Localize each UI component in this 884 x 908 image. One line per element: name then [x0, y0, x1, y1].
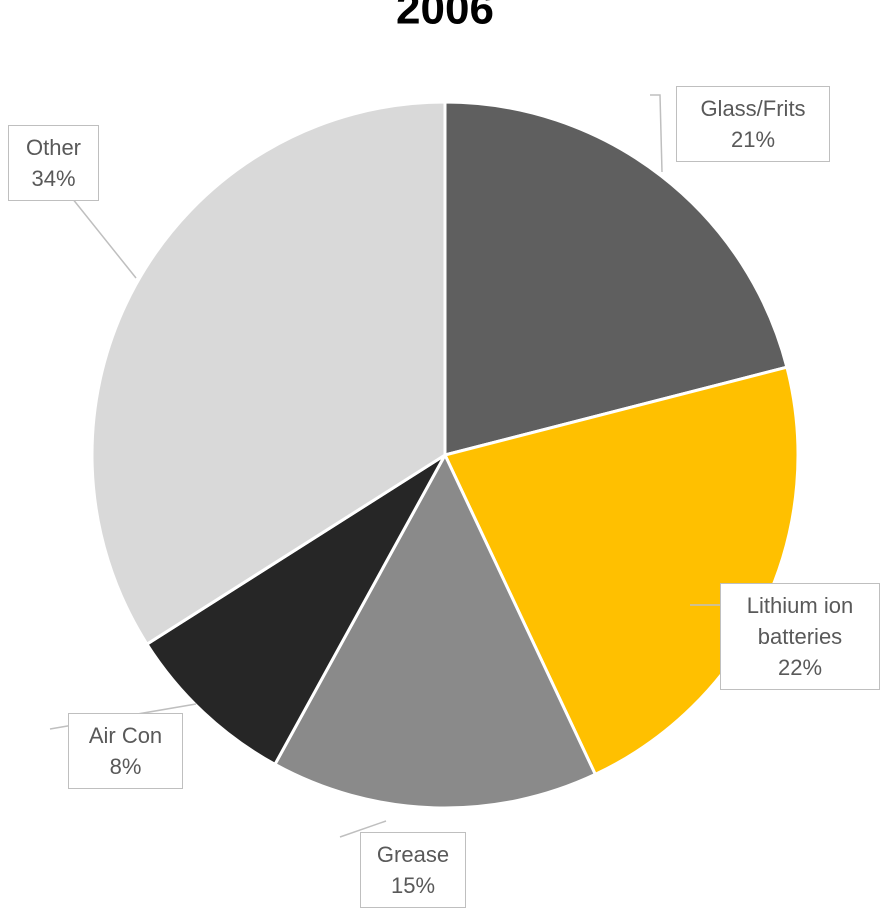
chart-title: 2006: [396, 0, 494, 34]
label-name: Lithium ion batteries: [746, 593, 854, 649]
pie-slice: [144, 453, 447, 767]
label-name: Glass/Frits: [700, 96, 806, 121]
data-label: Glass/Frits 21%: [676, 86, 830, 162]
pie-slice: [272, 451, 598, 810]
pie-slice: [443, 100, 789, 457]
pie-slice: [90, 100, 447, 647]
label-name: Air Con: [88, 723, 163, 748]
label-value: 8%: [109, 754, 142, 779]
data-label: Grease 15%: [360, 832, 466, 908]
data-label: Lithium ion batteries 22%: [720, 583, 880, 690]
leader-line: [650, 94, 663, 173]
leader-line: [339, 820, 387, 838]
data-label: Other 34%: [8, 125, 99, 201]
label-value: 34%: [31, 166, 76, 191]
label-value: 15%: [390, 873, 436, 898]
label-value: 22%: [777, 655, 823, 680]
label-name: Grease: [376, 842, 450, 867]
label-name: Other: [25, 135, 82, 160]
label-value: 21%: [730, 127, 776, 152]
data-label: Air Con 8%: [68, 713, 183, 789]
